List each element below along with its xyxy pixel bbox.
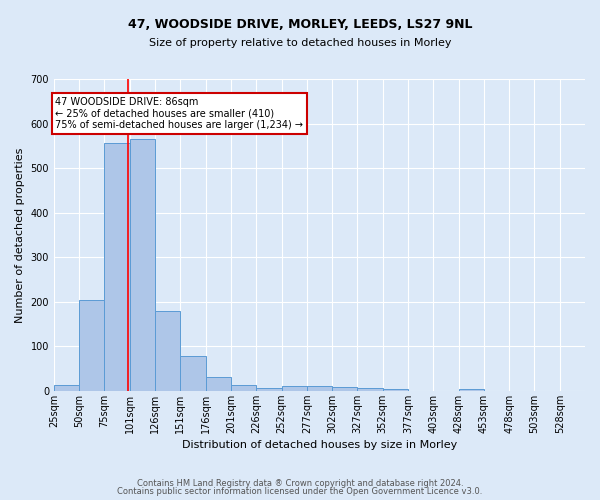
Bar: [79, 300, 104, 391]
Bar: [307, 386, 332, 391]
Bar: [155, 312, 181, 391]
Text: 47, WOODSIDE DRIVE, MORLEY, LEEDS, LS27 9NL: 47, WOODSIDE DRIVE, MORLEY, LEEDS, LS27 …: [128, 18, 472, 30]
Bar: [281, 386, 307, 391]
Y-axis label: Number of detached properties: Number of detached properties: [15, 147, 25, 322]
Bar: [130, 138, 155, 391]
Bar: [231, 384, 256, 391]
Bar: [206, 378, 231, 391]
X-axis label: Distribution of detached houses by size in Morley: Distribution of detached houses by size …: [182, 440, 457, 450]
Bar: [383, 388, 408, 391]
Bar: [104, 142, 130, 391]
Bar: [54, 386, 79, 391]
Bar: [181, 356, 206, 391]
Bar: [256, 388, 281, 391]
Text: 47 WOODSIDE DRIVE: 86sqm
← 25% of detached houses are smaller (410)
75% of semi-: 47 WOODSIDE DRIVE: 86sqm ← 25% of detach…: [55, 97, 304, 130]
Bar: [332, 387, 358, 391]
Text: Contains public sector information licensed under the Open Government Licence v3: Contains public sector information licen…: [118, 487, 482, 496]
Text: Contains HM Land Registry data ® Crown copyright and database right 2024.: Contains HM Land Registry data ® Crown c…: [137, 478, 463, 488]
Text: Size of property relative to detached houses in Morley: Size of property relative to detached ho…: [149, 38, 451, 48]
Bar: [358, 388, 383, 391]
Bar: [458, 388, 484, 391]
